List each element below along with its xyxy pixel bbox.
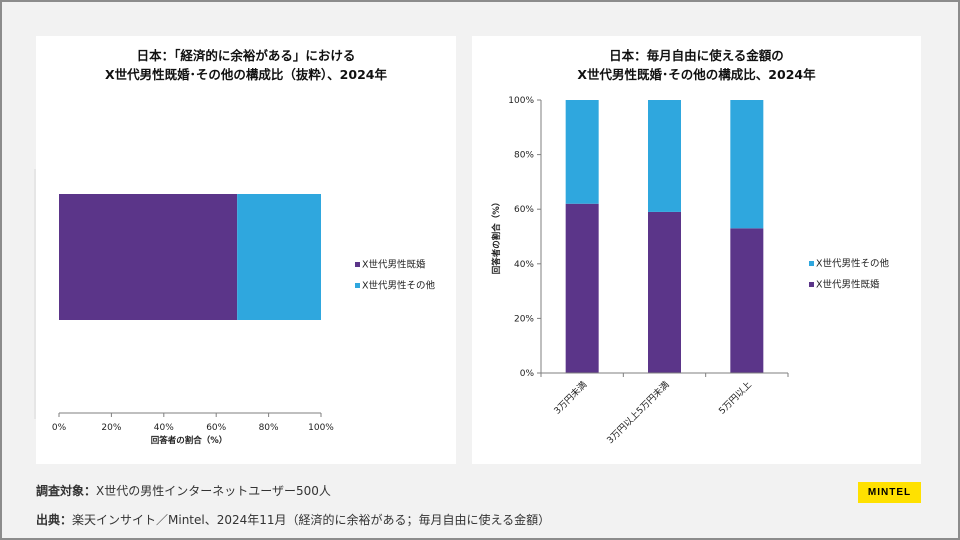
right-bar-segment-0-1 bbox=[565, 100, 599, 204]
right-y-tick-label: 60% bbox=[514, 205, 534, 215]
mintel-logo: MINTEL bbox=[858, 482, 921, 503]
right-bar-segment-2-1 bbox=[730, 100, 764, 229]
left-legend-swatch-0 bbox=[355, 262, 360, 267]
left-chart: 0% 20% 40% 60% 80% 100% 回答者の割合（%） X世代男性既婚 X世代男… bbox=[34, 169, 436, 446]
right-legend-swatch-0 bbox=[809, 261, 814, 266]
left-x-axis-label: 回答者の割合（%） bbox=[151, 435, 228, 446]
left-x-tick-label: 40% bbox=[154, 423, 174, 433]
left-x-tick-label: 60% bbox=[206, 423, 226, 433]
right-bar-segment-1-1 bbox=[648, 100, 681, 212]
left-legend-label-1: X世代男性その他 bbox=[362, 280, 436, 292]
left-chart-title-line-1: 日本：「経済的に余裕がある」における bbox=[136, 48, 356, 63]
left-x-tick-label: 80% bbox=[259, 423, 279, 433]
right-y-tick-label: 40% bbox=[514, 260, 534, 270]
right-x-tick-label: 3万円以上5万円未満 bbox=[604, 379, 671, 446]
survey-text: X世代の男性インターネットユーザー500人 bbox=[96, 484, 331, 498]
left-x-tick-label: 100% bbox=[308, 423, 334, 433]
left-x-tick-label: 20% bbox=[101, 423, 121, 433]
left-chart-panel: 日本：「経済的に余裕がある」における X世代男性既婚･その他の構成比（抜粋）、2… bbox=[34, 36, 456, 464]
right-chart: 0% 20% 40% 60% 80% 100% 3万円未満 3万円以上5万円未満 5万円以上 回… bbox=[491, 96, 890, 446]
right-bar-segment-1-0 bbox=[648, 211, 681, 373]
right-legend-swatch-1 bbox=[809, 282, 814, 287]
left-legend-label-0: X世代男性既婚 bbox=[362, 259, 426, 271]
left-bar-segment-1 bbox=[237, 194, 321, 320]
right-bar-segment-2-0 bbox=[730, 228, 764, 373]
left-legend-swatch-1 bbox=[355, 283, 360, 288]
right-y-tick-label: 20% bbox=[514, 314, 534, 324]
right-x-tick-label: 5万円以上 bbox=[717, 379, 754, 416]
source-note: 出典：楽天インサイト／Mintel、2024年11月（経済的に余裕がある；毎月自… bbox=[36, 511, 550, 528]
right-y-tick-label: 80% bbox=[514, 151, 534, 161]
right-y-tick-label: 100% bbox=[508, 96, 534, 106]
right-chart-title: 日本：毎月自由に使える金額の X世代男性既婚･その他の構成比、2024年 bbox=[472, 46, 921, 84]
left-chart-title: 日本：「経済的に余裕がある」における X世代男性既婚･その他の構成比（抜粋）、2… bbox=[36, 46, 456, 84]
right-chart-title-line-2: X世代男性既婚･その他の構成比、2024年 bbox=[577, 67, 816, 82]
right-chart-title-line-1: 日本：毎月自由に使える金額の bbox=[609, 48, 784, 63]
survey-label: 調査対象： bbox=[36, 484, 97, 498]
source-text: 楽天インサイト／Mintel、2024年11月（経済的に余裕がある；毎月自由に使… bbox=[72, 513, 551, 527]
right-y-tick-label: 0% bbox=[520, 369, 535, 379]
source-label: 出典： bbox=[36, 513, 73, 527]
right-x-tick-label: 3万円未満 bbox=[551, 379, 589, 417]
left-x-tick-label: 0% bbox=[52, 423, 67, 433]
survey-note: 調査対象：X世代の男性インターネットユーザー500人 bbox=[36, 482, 331, 499]
right-bar-segment-0-0 bbox=[565, 203, 599, 373]
right-y-axis-label: 回答者の割合（%） bbox=[491, 198, 502, 275]
left-chart-title-line-2: X世代男性既婚･その他の構成比（抜粋）、2024年 bbox=[105, 67, 387, 82]
right-legend-label-0: X世代男性その他 bbox=[816, 258, 890, 270]
right-legend-label-1: X世代男性既婚 bbox=[816, 279, 880, 291]
left-bar-segment-0 bbox=[59, 194, 238, 320]
right-chart-panel: 日本：毎月自由に使える金額の X世代男性既婚･その他の構成比、2024年 0% 2… bbox=[472, 36, 921, 464]
